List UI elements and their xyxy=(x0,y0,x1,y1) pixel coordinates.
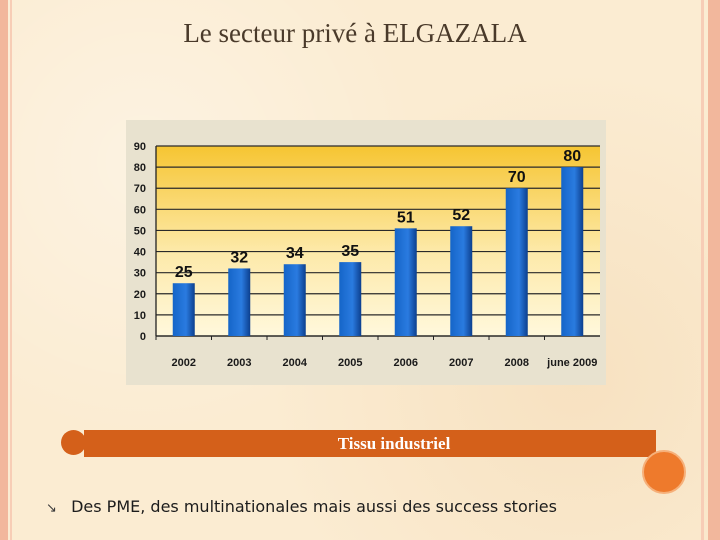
band-right-circle xyxy=(642,450,686,494)
bar-2002 xyxy=(172,283,195,336)
bar-chart-svg: 0 10 20 30 40 50 60 70 80 90 25 2002 32 2003 34 2004 35 2… xyxy=(134,141,600,369)
plot-background xyxy=(156,146,600,336)
x-tick-label-2003: 2003 xyxy=(227,357,251,369)
data-label-2003: 32 xyxy=(230,249,248,266)
section-band xyxy=(84,430,656,457)
data-label-2006: 51 xyxy=(397,209,415,226)
bar-2005 xyxy=(339,262,362,336)
x-tick-label-2006: 2006 xyxy=(394,357,418,369)
y-tick-label-10: 10 xyxy=(134,310,146,322)
bullet-point: ↘ Des PME, des multinationales mais auss… xyxy=(46,497,706,516)
right-frame-border xyxy=(708,0,720,540)
bar-2006 xyxy=(394,228,417,336)
bullet-text: Des PME, des multinationales mais aussi … xyxy=(71,497,557,516)
bar-2004 xyxy=(283,264,306,336)
y-tick-label-40: 40 xyxy=(134,247,146,259)
slide-title: Le secteur privé à ELGAZALA xyxy=(183,18,527,48)
arrow-down-right-icon: ↘ xyxy=(46,501,57,516)
x-tick-label-2007: 2007 xyxy=(449,357,473,369)
bar-2003 xyxy=(228,268,251,336)
band-left-circle xyxy=(61,430,86,455)
data-label-june-2009: 80 xyxy=(563,148,581,165)
data-label-2005: 35 xyxy=(341,243,359,260)
x-tick-label-2004: 2004 xyxy=(283,357,308,369)
y-tick-label-30: 30 xyxy=(134,268,146,280)
x-tick-label-june-2009: june 2009 xyxy=(546,357,597,369)
y-tick-label-0: 0 xyxy=(140,331,146,343)
y-tick-label-70: 70 xyxy=(134,183,146,195)
x-tick-label-2008: 2008 xyxy=(505,357,529,369)
y-tick-label-90: 90 xyxy=(134,141,146,153)
section-band-label: Tissu industriel xyxy=(337,434,451,453)
bar-chart: 0 10 20 30 40 50 60 70 80 90 25 2002 32 2003 34 2004 35 2… xyxy=(126,120,606,385)
y-tick-label-20: 20 xyxy=(134,289,146,301)
data-label-2007: 52 xyxy=(452,207,470,224)
left-frame-inner-border xyxy=(10,0,12,540)
data-label-2002: 25 xyxy=(175,264,193,281)
y-tick-label-80: 80 xyxy=(134,162,146,174)
data-label-2008: 70 xyxy=(508,169,526,186)
y-tick-label-60: 60 xyxy=(134,204,146,216)
x-tick-label-2002: 2002 xyxy=(172,357,196,369)
bar-june-2009 xyxy=(561,167,584,336)
bar-2007 xyxy=(450,226,473,336)
x-tick-label-2005: 2005 xyxy=(338,357,362,369)
left-frame-border xyxy=(0,0,8,540)
bar-2008 xyxy=(505,188,528,336)
data-label-2004: 34 xyxy=(286,245,304,262)
right-frame-inner-border xyxy=(701,0,704,540)
y-tick-label-50: 50 xyxy=(134,225,146,237)
